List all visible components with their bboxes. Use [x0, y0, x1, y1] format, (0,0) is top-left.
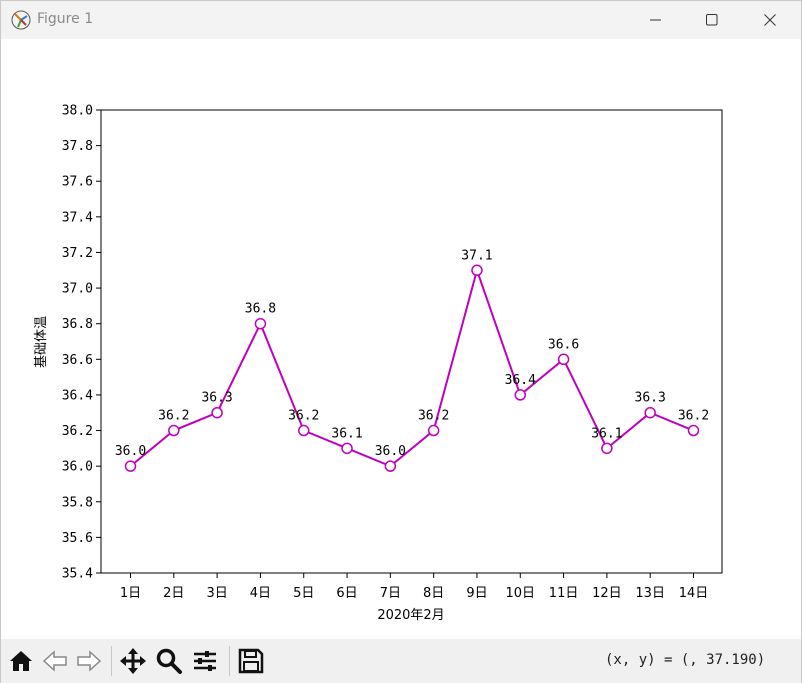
configure-subplots-button[interactable]: [191, 647, 219, 675]
matplotlib-icon: [11, 10, 31, 30]
navigation-toolbar: (x, y) = (, 37.190): [1, 639, 801, 683]
y-tick-label: 35.4: [62, 567, 93, 582]
y-tick-label: 37.0: [62, 282, 93, 297]
figure-canvas[interactable]: 35.4 35.6 35.8 36.0 36.2 36.4 36.6 36.8 37.0 37.2…: [1, 39, 801, 639]
title-bar: Figure 1: [1, 1, 801, 39]
data-label: 36.2: [678, 409, 709, 424]
minimize-button[interactable]: [633, 1, 679, 39]
data-point: [687, 424, 700, 437]
x-tick-label: 10日: [505, 586, 535, 601]
configure-icon: [194, 651, 216, 671]
data-label: 36.4: [505, 373, 536, 388]
x-tick-label: 6日: [336, 586, 357, 601]
data-point: [644, 406, 656, 419]
plot-area: [100, 109, 723, 574]
data-point: [601, 442, 613, 455]
data-label: 36.0: [375, 444, 406, 459]
forward-button[interactable]: [75, 647, 103, 675]
x-tick-label: 13日: [635, 586, 665, 601]
data-point: [514, 389, 527, 401]
home-icon: [10, 651, 32, 671]
x-tick-label: 2日: [163, 586, 184, 601]
data-point: [384, 460, 397, 472]
data-label: 36.1: [591, 426, 622, 441]
y-tick-label: 36.0: [62, 460, 93, 475]
data-label: 36.2: [418, 409, 449, 424]
series-line: [129, 266, 694, 468]
data-labels: 36.0 36.2 36.3 36.8 36.2 36.1 36.0 36.2 37.1 36.4…: [115, 248, 709, 459]
data-point: [168, 424, 180, 437]
zoom-button[interactable]: [155, 647, 183, 675]
y-tick-label: 35.8: [62, 495, 93, 510]
data-label: 36.3: [635, 391, 666, 406]
data-point: [254, 317, 267, 330]
back-button[interactable]: [41, 647, 69, 675]
toolbar-separator: [111, 646, 112, 676]
save-button[interactable]: [237, 647, 265, 675]
y-tick-label: 37.6: [62, 175, 93, 190]
window-title: Figure 1: [37, 11, 94, 27]
x-tick-label: 14日: [679, 586, 709, 601]
y-tick-label: 37.2: [62, 246, 93, 261]
minimize-icon: [650, 19, 661, 21]
zoom-icon: [156, 648, 182, 674]
data-label: 36.3: [201, 391, 232, 406]
y-axis-ticks: 35.4 35.6 35.8 36.0 36.2 36.4 36.6 36.8 37.0 37.2…: [62, 104, 101, 582]
x-tick-label: 12日: [592, 586, 622, 601]
data-label: 37.1: [461, 248, 492, 263]
data-point: [471, 264, 483, 277]
pan-button[interactable]: [119, 647, 147, 675]
y-tick-label: 35.6: [62, 531, 93, 546]
series-markers: [124, 264, 700, 472]
data-point: [341, 442, 353, 455]
y-tick-label: 37.8: [62, 139, 93, 154]
y-tick-label: 36.4: [62, 388, 93, 403]
data-label: 36.1: [331, 426, 362, 441]
x-tick-label: 3日: [206, 586, 227, 601]
x-axis-ticks: 1日 2日 3日 4日 5日 6日 7日 8日 9日 10日 11日 12日 13日 14日: [120, 573, 708, 601]
data-point: [211, 406, 223, 419]
x-tick-label: 5日: [293, 586, 314, 601]
toolbar-separator: [229, 646, 230, 676]
close-button[interactable]: [747, 1, 793, 39]
y-tick-label: 36.8: [62, 317, 93, 332]
line-chart: 35.4 35.6 35.8 36.0 36.2 36.4 36.6 36.8 37.0 37.2…: [34, 104, 723, 623]
y-axis-label: 基础体温: [34, 316, 49, 368]
data-label: 36.0: [115, 444, 146, 459]
maximize-button[interactable]: [689, 1, 735, 39]
data-label: 36.6: [548, 337, 579, 352]
pan-icon: [120, 648, 146, 674]
y-tick-label: 37.4: [62, 210, 93, 225]
data-label: 36.8: [245, 302, 276, 317]
x-tick-label: 9日: [466, 586, 487, 601]
data-point: [124, 460, 137, 472]
data-point: [557, 353, 570, 366]
data-point: [297, 424, 310, 437]
x-tick-label: 4日: [250, 586, 271, 601]
close-icon: [764, 14, 776, 26]
x-axis-label: 2020年2月: [377, 608, 444, 623]
forward-icon: [77, 650, 102, 672]
coordinate-readout: (x, y) = (, 37.190): [605, 652, 766, 668]
y-tick-label: 38.0: [62, 104, 93, 119]
x-tick-label: 1日: [120, 586, 141, 601]
y-tick-label: 36.6: [62, 353, 93, 368]
maximize-icon: [706, 14, 718, 26]
x-tick-label: 8日: [423, 586, 444, 601]
x-tick-label: 7日: [380, 586, 401, 601]
data-label: 36.2: [158, 409, 189, 424]
y-tick-label: 36.2: [62, 424, 93, 439]
save-icon: [238, 648, 264, 674]
data-point: [427, 424, 440, 437]
x-tick-label: 11日: [549, 586, 579, 601]
data-label: 36.2: [288, 409, 319, 424]
back-icon: [42, 650, 67, 672]
home-button[interactable]: [7, 647, 35, 675]
